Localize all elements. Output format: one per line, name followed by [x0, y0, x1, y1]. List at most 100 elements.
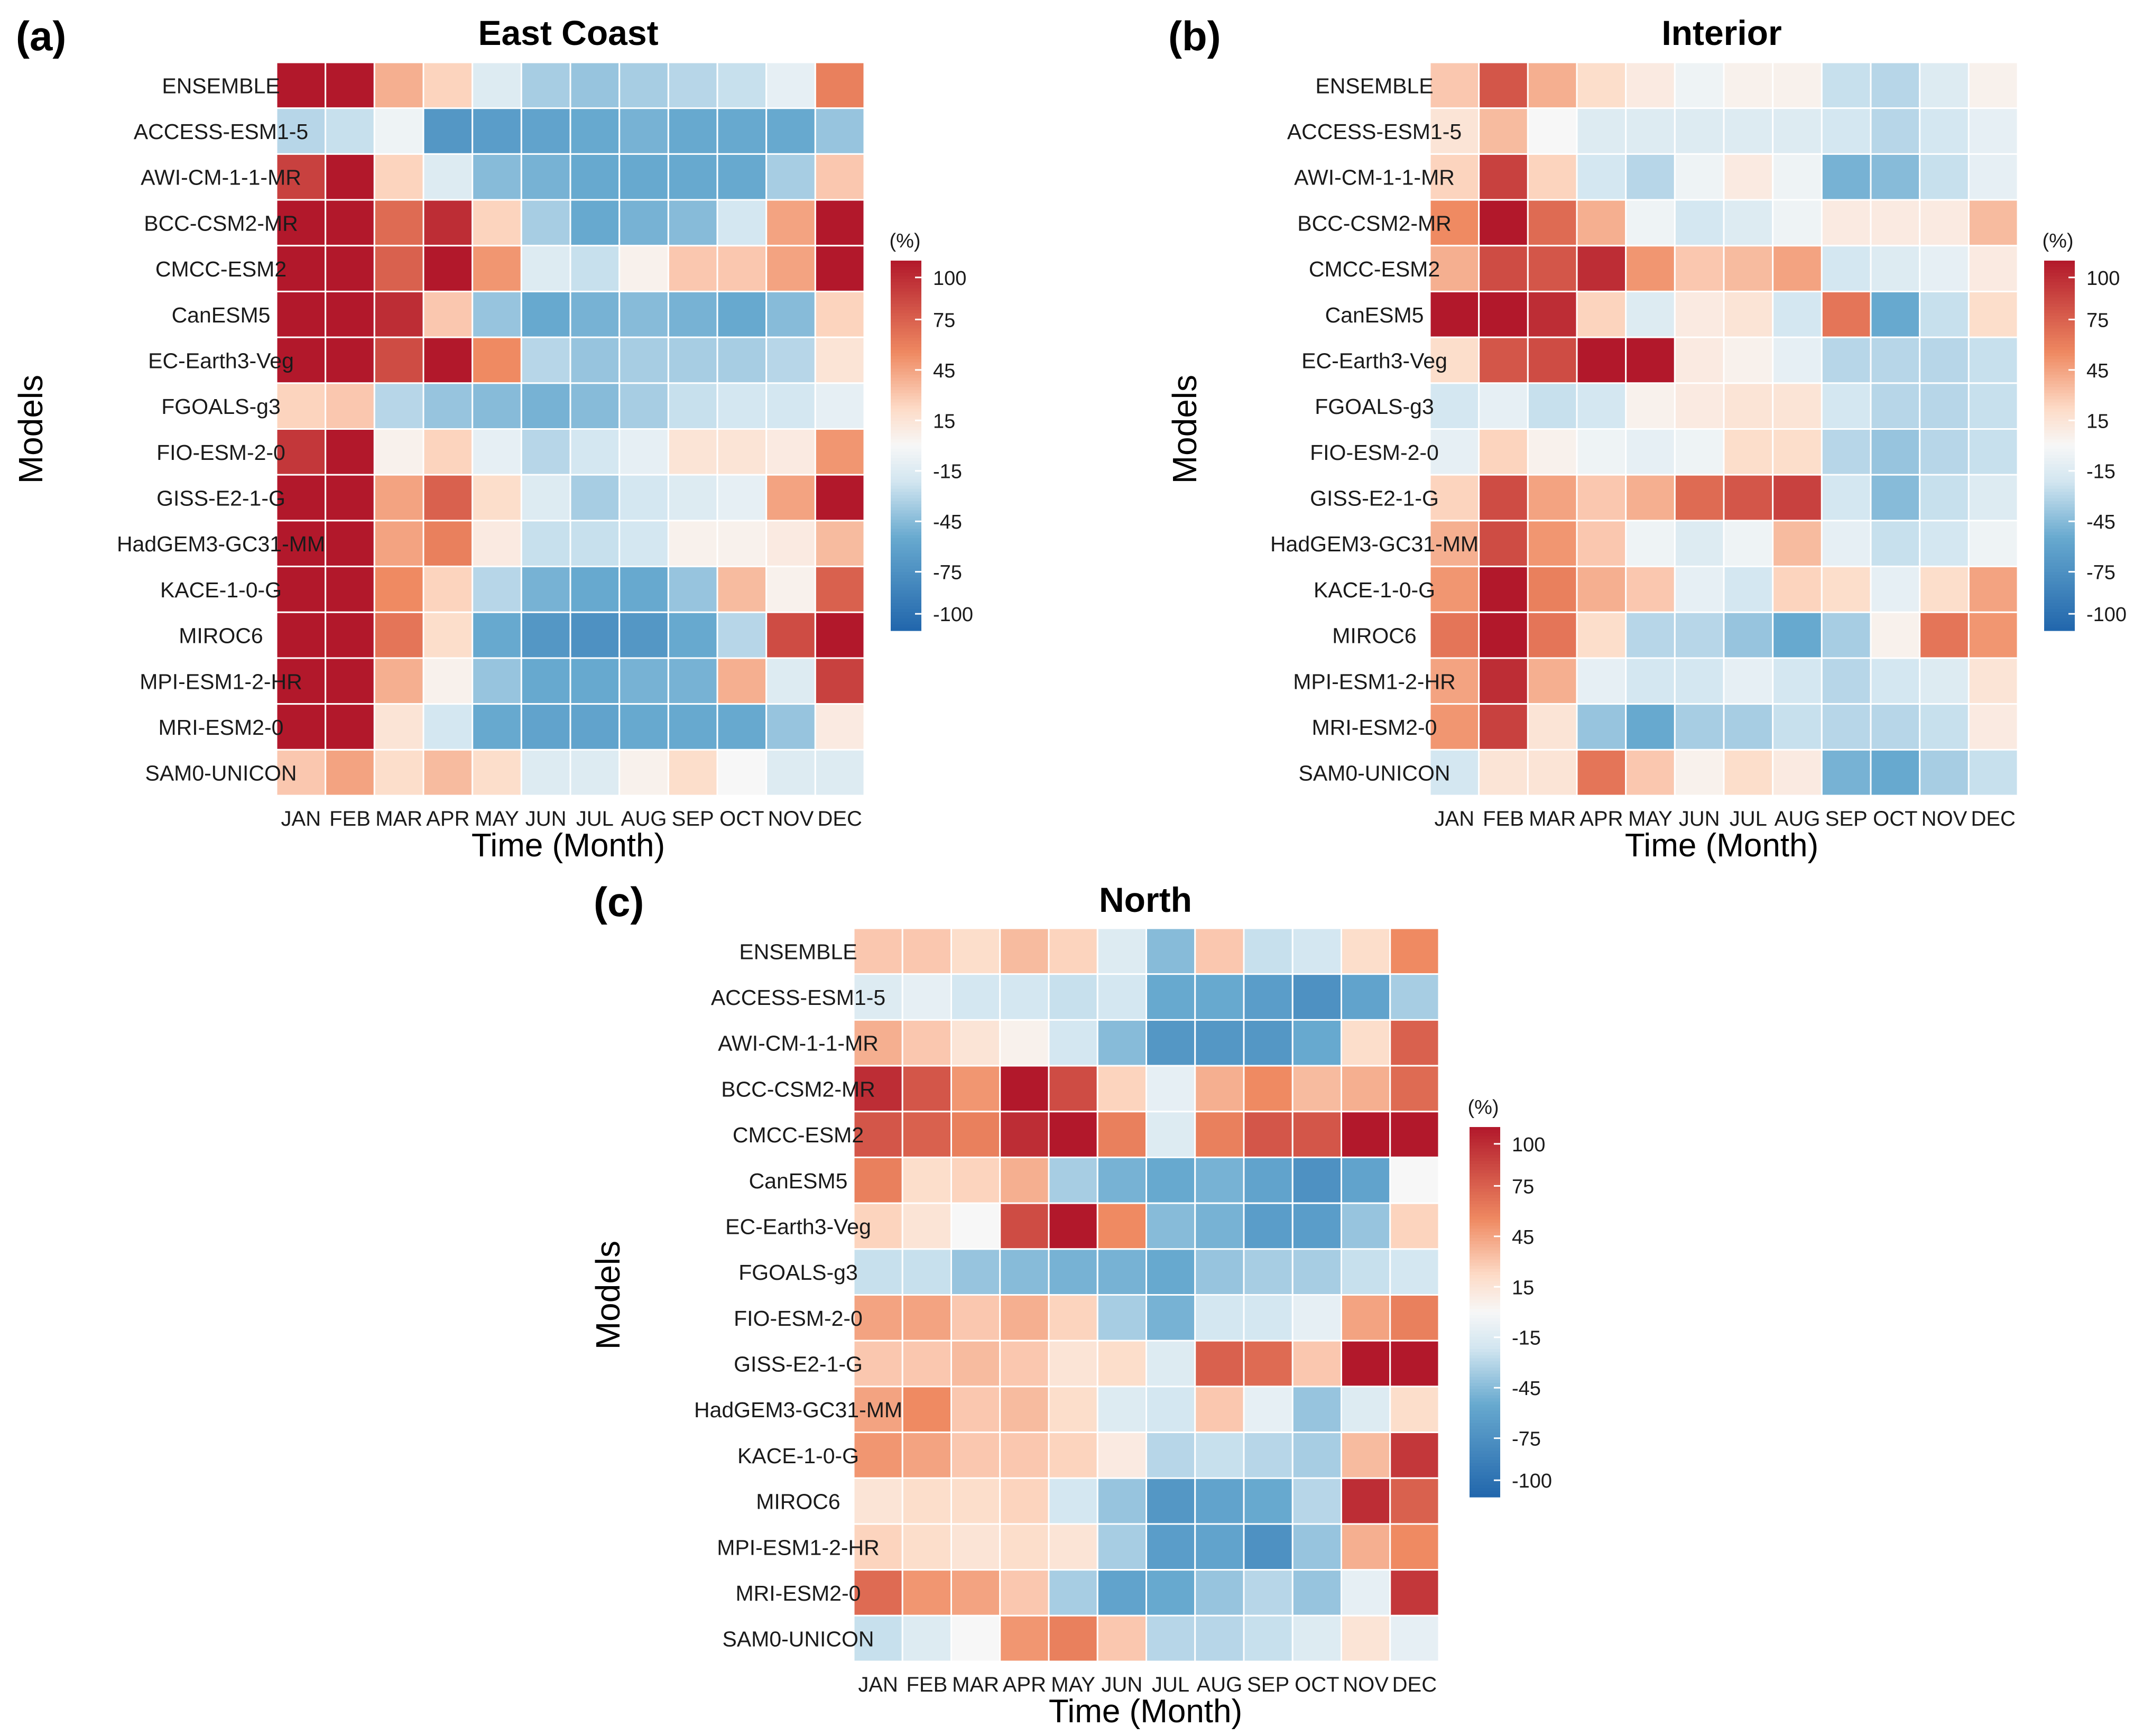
- colorbar-tick-label: 15: [2086, 410, 2109, 432]
- heatmap-cell: [1674, 245, 1725, 292]
- colorbar-segment: [891, 532, 921, 535]
- colorbar-segment: [1470, 1383, 1500, 1387]
- heatmap-cell: [1341, 1294, 1391, 1342]
- heatmap-cell: [569, 382, 621, 430]
- colorbar-segment: [1470, 1133, 1500, 1137]
- heatmap-cell: [1478, 107, 1529, 155]
- heatmap-cell: [814, 566, 865, 613]
- heatmap-cell: [569, 520, 621, 568]
- colorbar-segment: [891, 347, 921, 350]
- colorbar-segment: [1470, 1315, 1500, 1319]
- heatmap-cell: [1772, 566, 1823, 613]
- y-tick-label: MRI-ESM2-0: [1312, 715, 1437, 740]
- colorbar-segment: [891, 541, 921, 545]
- colorbar-segment: [2044, 282, 2075, 286]
- heatmap-cell: [667, 566, 718, 613]
- colorbar-segment: [2044, 566, 2075, 569]
- colorbar-tick-label: 45: [2086, 360, 2109, 382]
- colorbar-segment: [891, 603, 921, 606]
- heatmap-cell: [1919, 428, 1970, 476]
- heatmap-cell: [520, 520, 571, 568]
- colorbar-segment: [2044, 446, 2075, 449]
- colorbar-segment: [1470, 1321, 1500, 1325]
- colorbar-segment: [2044, 414, 2075, 419]
- heatmap-cell: [1291, 927, 1342, 975]
- x-tick-label: JAN: [858, 1673, 898, 1696]
- colorbar-segment: [2044, 476, 2075, 480]
- heatmap-cell: [1341, 1202, 1391, 1250]
- colorbar-segment: [1470, 1398, 1500, 1402]
- heatmap-cell: [520, 749, 571, 797]
- colorbar-tick-label: -45: [933, 511, 962, 533]
- heatmap-cell: [1772, 336, 1823, 384]
- x-tick-label: APR: [1579, 807, 1623, 830]
- heatmap-cell: [1478, 703, 1529, 751]
- heatmap-cell: [569, 474, 621, 522]
- colorbar-segment: [891, 557, 921, 560]
- colorbar-segment: [2044, 350, 2075, 354]
- colorbar-segment: [1470, 1336, 1500, 1341]
- colorbar-segment: [1470, 1290, 1500, 1294]
- colorbar-segment: [2044, 396, 2075, 400]
- heatmap-cell: [422, 428, 474, 476]
- heatmap-cell: [950, 1111, 1001, 1158]
- colorbar-segment: [2044, 507, 2075, 511]
- heatmap-cell: [901, 1248, 952, 1296]
- heatmap-cell: [667, 61, 718, 109]
- heatmap-cell: [618, 245, 669, 292]
- heatmap-cell: [999, 1477, 1050, 1525]
- heatmap-cell: [569, 153, 621, 201]
- heatmap-cell: [373, 336, 424, 384]
- colorbar-segment: [891, 368, 921, 372]
- heatmap-cell: [1625, 245, 1676, 292]
- colorbar-segment: [891, 328, 921, 332]
- y-tick-label: KACE-1-0-G: [1314, 578, 1435, 602]
- colorbar-segment: [2044, 522, 2075, 527]
- colorbar-segment: [1470, 1426, 1500, 1430]
- y-tick-label: MRI-ESM2-0: [736, 1581, 861, 1605]
- heatmap-cell: [472, 474, 522, 522]
- heatmap-cell: [1341, 1019, 1391, 1067]
- heatmap-cell: [1478, 61, 1529, 109]
- colorbar-segment: [891, 340, 921, 345]
- y-tick-label: SAM0-UNICON: [145, 761, 297, 786]
- colorbar-segment: [1470, 1447, 1500, 1452]
- heatmap-cell: [275, 566, 327, 613]
- colorbar-segment: [1470, 1318, 1500, 1322]
- heatmap-cell: [901, 1432, 952, 1479]
- colorbar-segment: [1470, 1253, 1500, 1257]
- heatmap-cell: [1291, 1202, 1342, 1250]
- heatmap-cell: [1967, 336, 2019, 384]
- colorbar-segment: [1470, 1463, 1500, 1467]
- heatmap-cell: [569, 107, 621, 155]
- colorbar-segment: [2044, 384, 2075, 387]
- colorbar-segment: [891, 433, 921, 437]
- colorbar-segment: [2044, 439, 2075, 443]
- y-tick-label: AWI-CM-1-1-MR: [141, 165, 301, 190]
- colorbar-segment: [2044, 356, 2075, 360]
- heatmap-cell: [472, 703, 522, 751]
- heatmap-cell: [520, 153, 571, 201]
- heatmap-cell: [472, 749, 522, 797]
- x-tick-labels: JAN FEB MAR APR MAY JUN JUL AUG SEP OCT NOV DEC: [858, 1673, 1437, 1696]
- colorbar-segment: [1470, 1380, 1500, 1383]
- heatmap-cell: [1291, 973, 1342, 1021]
- heatmap-cell: [716, 290, 768, 338]
- y-tick-label: ACCESS-ESM1-5: [1287, 119, 1462, 144]
- heatmap-cell: [950, 1340, 1001, 1388]
- heatmap-cell: [1429, 520, 1480, 568]
- colorbar-segment: [1470, 1469, 1500, 1473]
- colorbar-segment: [891, 578, 921, 582]
- heatmap-cell: [373, 245, 424, 292]
- heatmap-cell: [1478, 336, 1529, 384]
- heatmap-cell: [765, 336, 816, 384]
- heatmap-cell: [853, 1569, 903, 1617]
- heatmap-cell: [667, 199, 718, 247]
- colorbar-segment: [1470, 1278, 1500, 1282]
- heatmap-cell: [1723, 611, 1774, 659]
- heatmap-cell: [618, 474, 669, 522]
- heatmap-cell: [1145, 1523, 1196, 1571]
- heatmap-cell: [1096, 973, 1147, 1021]
- heatmap-cell: [765, 657, 816, 705]
- heatmap-cell: [667, 703, 718, 751]
